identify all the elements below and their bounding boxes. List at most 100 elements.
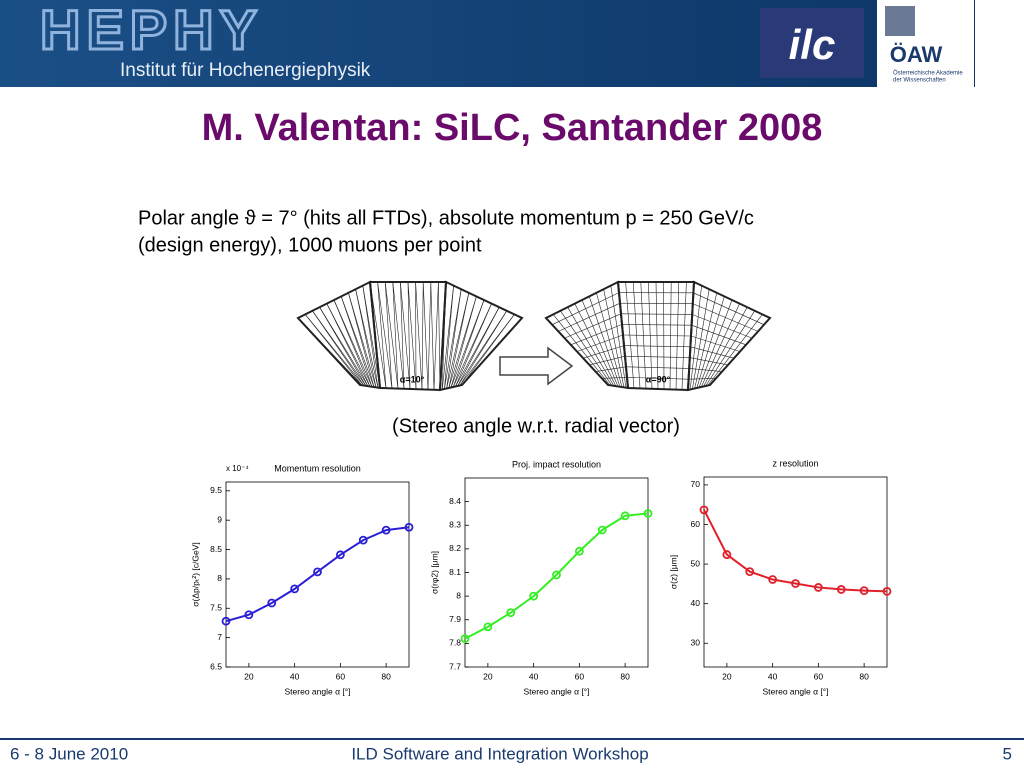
series-line: [464, 512, 649, 640]
x-tick-label: 40: [529, 671, 539, 681]
point: [620, 511, 630, 521]
hatch: [459, 314, 515, 386]
hatch: [427, 281, 432, 390]
point: [221, 616, 231, 626]
diagram-caption: (Stereo angle w.r.t. radial vector): [392, 415, 680, 437]
ilc-logo-box: [760, 8, 864, 78]
hatch: [601, 377, 628, 379]
hatch: [384, 281, 393, 389]
x-tick-label: 60: [575, 671, 585, 681]
plot-frame: [464, 477, 649, 668]
stereo-diagram: [296, 280, 772, 392]
hatch: [627, 387, 689, 391]
hatch: [707, 314, 763, 386]
hatch: [455, 307, 500, 387]
chart-title: Momentum resolution: [274, 463, 361, 473]
x-tick-label: 60: [814, 671, 824, 681]
hatch: [688, 378, 717, 380]
hatch: [689, 357, 729, 366]
y-tick-label: 8.4: [449, 496, 461, 506]
point: [529, 591, 539, 601]
point: [381, 525, 391, 535]
y-tick-label: 8.2: [449, 543, 461, 553]
y-tick-label: 30: [691, 638, 701, 648]
hatch: [441, 285, 454, 390]
point: [791, 579, 800, 588]
hatch: [438, 281, 441, 391]
hatch: [392, 281, 405, 389]
point: [506, 608, 516, 618]
x-tick-label: 40: [290, 671, 300, 681]
hatch: [377, 281, 387, 389]
hatch: [441, 281, 447, 390]
point: [335, 550, 345, 560]
point: [404, 522, 414, 532]
x-tick-label: 80: [620, 671, 630, 681]
point: [745, 567, 755, 577]
x-axis-label: Stereo angle α [°]: [524, 686, 590, 696]
point: [597, 525, 607, 535]
hatch: [319, 307, 367, 387]
chart-title: Proj. impact resolution: [512, 459, 601, 469]
point: [859, 586, 869, 596]
diagram-label: α=90°: [646, 374, 671, 384]
hatch: [430, 281, 435, 390]
hatch: [603, 289, 625, 388]
footer-event: ILD Software and Integration Workshop: [351, 744, 648, 763]
point: [882, 586, 892, 596]
y-tick-label: 7.8: [449, 638, 461, 648]
hatch: [448, 292, 470, 389]
y-tick-label: 8.3: [449, 520, 461, 530]
oaw-name: der Wissenschaften: [893, 78, 946, 84]
hatch: [596, 292, 623, 388]
hatch: [444, 285, 454, 390]
hatch: [421, 281, 424, 390]
hatch: [444, 289, 462, 390]
point: [836, 585, 846, 594]
hatch: [312, 310, 365, 386]
hatch: [452, 299, 485, 388]
point: [768, 575, 778, 584]
hatch: [625, 366, 690, 369]
y-tick-label: 8: [456, 590, 461, 600]
hatch: [623, 345, 691, 348]
hatch: [446, 292, 470, 389]
y-tick-label: 60: [691, 519, 701, 529]
hatch: [583, 345, 625, 359]
point: [643, 509, 653, 518]
hatch: [422, 281, 429, 390]
x-axis-label: Stereo angle α [°]: [285, 686, 351, 696]
y-tick-label: 50: [691, 558, 701, 568]
x-tick-label: 20: [722, 671, 732, 681]
oaw-logo: ÖAW: [890, 42, 943, 67]
hatch: [705, 310, 756, 387]
chart-title: z resolution: [772, 458, 818, 468]
hatch: [610, 285, 627, 388]
point: [552, 570, 561, 580]
hatch: [589, 355, 626, 366]
arrow: [499, 346, 574, 386]
hatch: [362, 285, 379, 388]
series-line: [225, 526, 410, 623]
point: [313, 567, 322, 577]
diagram-label: α=10°: [400, 374, 425, 384]
y-axis-label: σ(rφ2) [μm]: [429, 551, 439, 594]
hatch: [340, 296, 373, 387]
y-tick-label: 7.7: [449, 661, 461, 671]
x-tick-label: 40: [768, 671, 778, 681]
hatch: [433, 281, 439, 390]
hatch: [439, 281, 447, 391]
point: [460, 634, 470, 644]
hatch: [326, 303, 369, 387]
hatch: [384, 281, 399, 389]
y-tick-label: 7.5: [210, 603, 222, 613]
y-tick-label: 9: [217, 514, 222, 524]
hatch: [681, 281, 687, 390]
hatch: [415, 281, 423, 390]
x-tick-label: 60: [336, 671, 346, 681]
hatch: [450, 299, 485, 388]
y-axis-label: σ(z) [μm]: [668, 555, 678, 589]
hatch: [622, 334, 692, 337]
hatch: [304, 314, 363, 386]
